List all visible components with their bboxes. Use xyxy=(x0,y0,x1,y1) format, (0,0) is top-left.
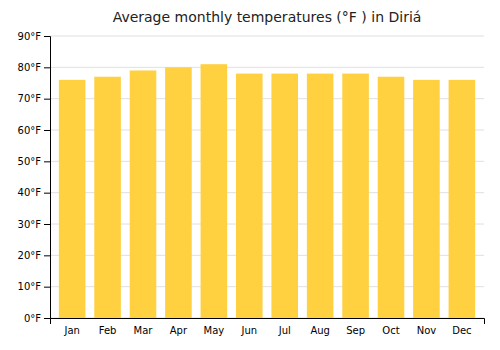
plot-area xyxy=(59,64,475,318)
axis-line xyxy=(44,37,51,319)
y-axis: 0°F 10°F 20°F 30°F 40°F 50°F 60°F 70°F 80°F 90°F xyxy=(18,31,51,324)
tick-label: 30°F xyxy=(18,219,42,230)
bar xyxy=(378,77,405,318)
bar xyxy=(59,80,86,318)
bar xyxy=(165,67,192,318)
tick-mark xyxy=(44,67,50,68)
axis-line xyxy=(51,319,485,325)
bar xyxy=(449,80,476,318)
chart: 0°F 10°F 20°F 30°F 40°F 50°F 60°F 70°F 80°F 90°F J… xyxy=(0,0,500,350)
grid-line xyxy=(50,36,484,37)
tick-label: 80°F xyxy=(18,62,42,73)
tick: Nov xyxy=(417,325,437,336)
grid xyxy=(50,36,484,318)
tick: Apr xyxy=(170,325,188,336)
tick: 80°F xyxy=(18,62,50,73)
tick: 10°F xyxy=(18,281,50,292)
tick-label: 0°F xyxy=(24,313,41,324)
tick: Dec xyxy=(452,325,471,336)
tick: 30°F xyxy=(18,219,50,230)
tick: Oct xyxy=(382,325,399,336)
tick-label: Nov xyxy=(417,325,437,336)
tick-label: Sep xyxy=(346,325,365,336)
tick-label: Dec xyxy=(452,325,471,336)
tick: 70°F xyxy=(18,93,50,104)
tick: 0°F xyxy=(24,313,50,324)
tick-label: Jun xyxy=(240,325,257,336)
tick: 20°F xyxy=(18,250,50,261)
tick: Sep xyxy=(346,325,365,336)
tick-mark xyxy=(44,99,50,100)
tick-mark xyxy=(44,318,50,319)
tick: Feb xyxy=(99,325,117,336)
tick-label: Jan xyxy=(63,325,79,336)
tick-label: Feb xyxy=(99,325,117,336)
tick-label: Aug xyxy=(310,325,330,336)
bar xyxy=(130,70,157,318)
tick-label: 90°F xyxy=(18,31,42,42)
tick: May xyxy=(204,325,225,336)
tick-mark xyxy=(44,36,50,37)
tick-mark xyxy=(44,287,50,288)
tick-mark xyxy=(44,161,50,162)
x-axis: Jan Feb Mar Apr May Jun Jul Aug Sep Oct Nov Dec xyxy=(51,319,485,337)
grid-line xyxy=(50,67,484,68)
bar xyxy=(201,64,228,318)
tick-label: 60°F xyxy=(18,125,42,136)
tick: Jul xyxy=(278,325,291,336)
tick-label: May xyxy=(204,325,225,336)
tick-label: 10°F xyxy=(18,281,42,292)
tick: Aug xyxy=(310,325,330,336)
tick-label: 70°F xyxy=(18,93,42,104)
tick-label: 20°F xyxy=(18,250,42,261)
bar xyxy=(94,77,121,318)
tick: 60°F xyxy=(18,125,50,136)
tick: 50°F xyxy=(18,156,50,167)
title: Average monthly temperatures (°F ) in Di… xyxy=(113,9,422,25)
bar xyxy=(413,80,440,318)
tick: 40°F xyxy=(18,187,50,198)
tick-label: 50°F xyxy=(18,156,42,167)
tick-mark xyxy=(44,224,50,225)
tick-mark xyxy=(44,130,50,131)
tick-mark xyxy=(44,255,50,256)
tick-label: Apr xyxy=(170,325,188,336)
bar xyxy=(307,74,334,318)
tick: Jan xyxy=(63,325,79,336)
tick-label: 40°F xyxy=(18,187,42,198)
tick-mark xyxy=(44,193,50,194)
tick-label: Jul xyxy=(278,325,291,336)
tick-label: Mar xyxy=(134,325,154,336)
bar xyxy=(236,74,263,318)
tick: Mar xyxy=(134,325,154,336)
bar xyxy=(342,74,369,318)
tick: Jun xyxy=(240,325,257,336)
bar xyxy=(271,74,298,318)
tick-label: Oct xyxy=(382,325,399,336)
tick: 90°F xyxy=(18,31,50,42)
